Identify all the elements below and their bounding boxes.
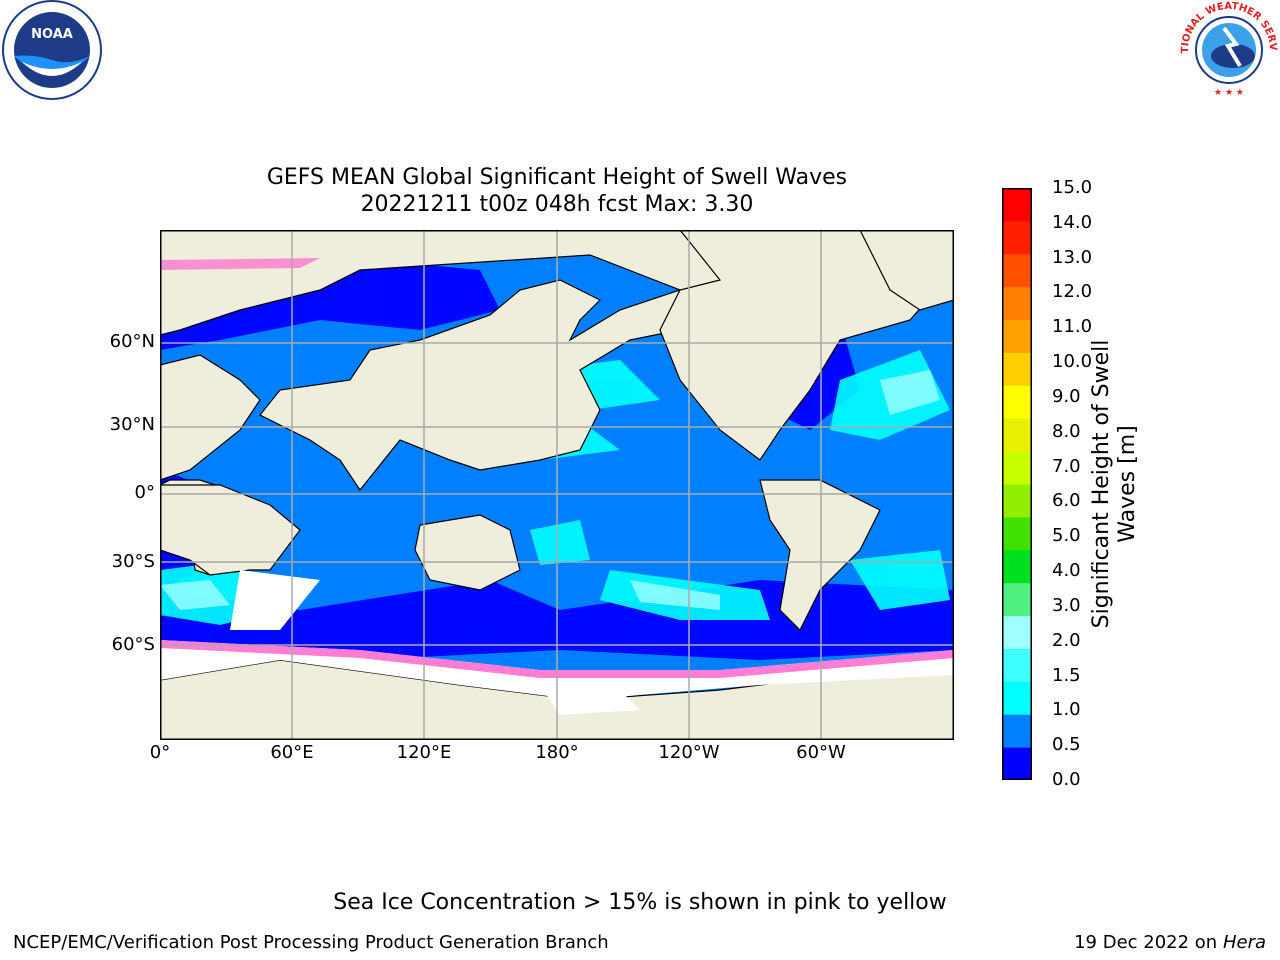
lat-label-equator: 0° (134, 482, 155, 503)
colorbar-segment (1002, 286, 1032, 321)
colorbar-segment (1002, 681, 1032, 715)
colorbar-tick-label: 13.0 (1052, 246, 1093, 268)
colorbar-segment (1002, 484, 1032, 518)
colorbar-segment (1002, 747, 1032, 780)
colorbar-tick-label: 7.0 (1052, 455, 1081, 477)
colorbar-tick-label: 14.0 (1052, 211, 1093, 233)
colorbar-segment (1002, 352, 1032, 386)
colorbar-tick-label: 3.0 (1052, 594, 1081, 616)
colorbar-tick-label: 0.0 (1052, 769, 1081, 790)
lat-label-60n: 60°N (109, 331, 155, 352)
lon-label-180: 180° (535, 742, 579, 763)
swell-height-map (160, 230, 954, 740)
colorbar-segment (1002, 615, 1032, 649)
colorbar-segment (1002, 253, 1032, 288)
map-subtitle: 20221211 t00z 048h fcst Max: 3.30 (360, 192, 754, 217)
colorbar-segment (1002, 188, 1032, 222)
colorbar-segment (1002, 516, 1032, 551)
colorbar-segment (1002, 549, 1032, 584)
footer-date: 19 Dec 2022 on Hera (1074, 932, 1266, 953)
noaa-logo: NOAA (2, 0, 102, 100)
colorbar-tick-label: 6.0 (1052, 490, 1081, 512)
colorbar-tick-label: 10.0 (1052, 351, 1093, 373)
lon-label-120e: 120°E (396, 742, 452, 763)
lat-label-60s: 60°S (111, 634, 155, 655)
colorbar-segment (1002, 220, 1032, 255)
lon-label-60e: 60°E (270, 742, 314, 763)
footer-machine: Hera (1222, 932, 1266, 953)
colorbar-segment (1002, 319, 1032, 353)
lon-label-120w: 120°W (658, 742, 720, 763)
colorbar-segment (1002, 714, 1032, 748)
footer-branch: NCEP/EMC/Verification Post Processing Pr… (13, 932, 609, 953)
colorbar-tick-label: 0.5 (1052, 734, 1081, 756)
nws-logo: NATIONAL WEATHER SERVICE ★ ★ ★ (1178, 0, 1278, 98)
lat-label-30n: 30°N (109, 414, 155, 435)
colorbar-tick-label: 1.5 (1052, 664, 1081, 686)
lon-label-60w: 60°W (796, 742, 846, 763)
colorbar-title-line2: Waves [m] (1115, 425, 1140, 543)
colorbar-segment (1002, 582, 1032, 617)
colorbar-tick-label: 5.0 (1052, 525, 1081, 547)
colorbar-segment (1002, 418, 1032, 452)
colorbar-segment (1002, 648, 1032, 682)
colorbar-segment (1002, 451, 1032, 485)
colorbar-tick-label: 11.0 (1052, 316, 1093, 338)
colorbar-tick-label: 4.0 (1052, 560, 1081, 582)
colorbar-segment (1002, 385, 1032, 419)
map-title: GEFS MEAN Global Significant Height of S… (266, 165, 848, 190)
colorbar-tick-label: 12.0 (1052, 281, 1093, 303)
colorbar-tick-label: 8.0 (1052, 420, 1081, 442)
colorbar-tick-label: 1.0 (1052, 699, 1081, 721)
sea-ice-note: Sea Ice Concentration > 15% is shown in … (333, 890, 947, 915)
colorbar-tick-label: 9.0 (1052, 385, 1081, 407)
footer-date-text: 19 Dec 2022 on (1074, 932, 1218, 953)
colorbar-tick-label: 2.0 (1052, 629, 1081, 651)
noaa-logo-text: NOAA (31, 27, 73, 42)
lat-label-30s: 30°S (111, 551, 155, 572)
colorbar-tick-label: 15.0 (1052, 177, 1093, 198)
colorbar-title-line1: Significant Height of Swell (1089, 339, 1114, 629)
map-graticule (160, 230, 954, 740)
lon-label-0: 0° (149, 742, 171, 763)
svg-text:★ ★ ★: ★ ★ ★ (1214, 88, 1244, 98)
colorbar (1002, 188, 1032, 780)
